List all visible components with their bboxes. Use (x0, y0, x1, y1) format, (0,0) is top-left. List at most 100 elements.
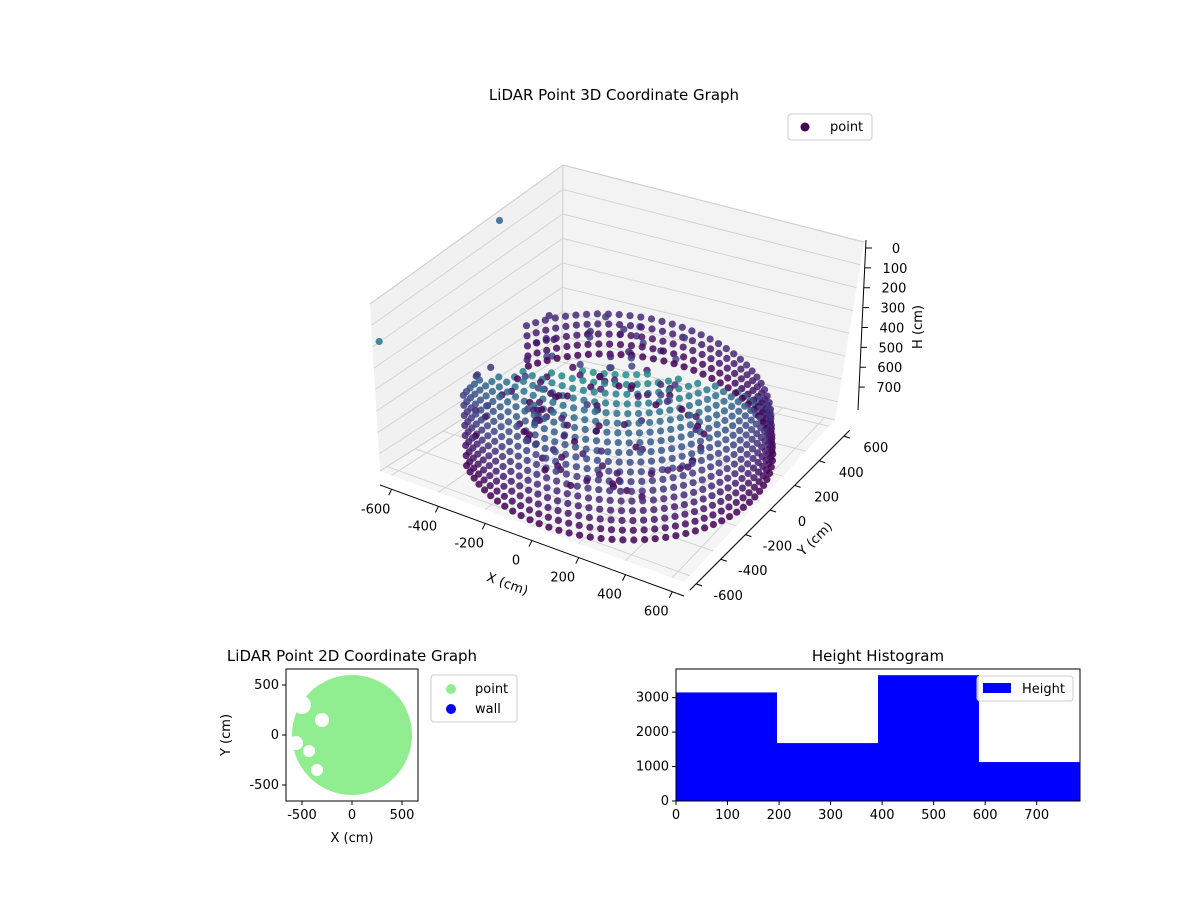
lidar-3d-point (670, 493, 678, 501)
lidar-3d-point (677, 433, 685, 441)
lidar-3d-point (622, 380, 631, 389)
lidar-3d-point (478, 436, 486, 444)
lidar-3d-point (596, 515, 604, 523)
lidar-3d-point (686, 421, 694, 429)
lidar-3d-point (717, 497, 725, 506)
lidar-3d-point (647, 438, 655, 446)
lidar-3d-point (663, 397, 672, 405)
lidar-3d-point (563, 392, 572, 400)
lidar-3d-point (647, 315, 656, 323)
lidar-3d-point (552, 324, 560, 332)
lidar-3d-point (492, 477, 501, 485)
lidar-3d-point (659, 485, 668, 493)
lidar-3d-point (522, 322, 531, 330)
lidar-3d-point (650, 515, 658, 524)
lidar-3d-point (723, 354, 731, 362)
lidar-3d-point (626, 458, 634, 466)
lidar-3d-point (532, 329, 540, 337)
lidar-3d-point (551, 314, 559, 322)
lidar-3d-point (598, 462, 607, 470)
lidar-3d-point (548, 379, 556, 387)
lidar-3d-point (659, 347, 668, 355)
lidar-3d-point (496, 393, 504, 401)
lidar-3d-point (487, 492, 495, 500)
lidar-3d-point (701, 524, 709, 532)
lidar-3d-point (525, 486, 533, 494)
lidar-3d-point (551, 438, 559, 446)
lidar-3d-point (661, 524, 669, 532)
lidar-3d-point (743, 441, 751, 449)
y-tick-label-3d: 0 (798, 515, 806, 530)
lidar-3d-point (576, 360, 584, 369)
lidar-3d-point (628, 497, 636, 505)
lidar-3d-point (565, 529, 573, 537)
x-tick-label-hist: 100 (715, 808, 740, 823)
lidar-3d-point (678, 452, 686, 460)
lidar-3d-point (711, 382, 719, 390)
lidar-3d-point (607, 526, 616, 534)
lidar-3d-point (748, 426, 756, 434)
lidar-3d-point (501, 502, 509, 510)
lidar-3d-point (657, 391, 665, 399)
lidar-3d-point (648, 325, 656, 333)
lidar-3d-point (562, 460, 570, 468)
lidar-3d-point (649, 355, 658, 363)
lidar-3d-point (594, 320, 602, 328)
lidar-3d-point (541, 434, 549, 443)
lidar-3d-point (731, 379, 739, 387)
lidar-3d-point (585, 504, 593, 512)
lidar-3d-point (678, 443, 686, 451)
lidar-3d-point (743, 450, 751, 458)
lidar-3d-point (517, 502, 525, 510)
lidar-3d-point (488, 378, 496, 386)
z-tick-label-3d: 300 (881, 302, 906, 317)
lidar-3d-point (581, 416, 589, 424)
lidar-3d-point (736, 355, 745, 363)
lidar-3d-point (535, 398, 544, 406)
y-tick-mark (794, 484, 801, 488)
lidar-3d-point (496, 403, 504, 411)
lidar-3d-point (637, 323, 645, 331)
lidar-3d-point (635, 429, 644, 437)
lidar-3d-point (635, 409, 643, 418)
lidar-3d-point (521, 407, 529, 415)
lidar-3d-point (694, 389, 702, 397)
lidar-3d-point (748, 435, 756, 443)
z-tick-label-3d: 100 (883, 262, 908, 277)
lidar-3d-point (679, 343, 687, 351)
lidar-3d-point (580, 406, 588, 414)
lidar-3d-point (563, 421, 572, 429)
lidar-3d-point (743, 380, 752, 389)
lidar-3d-point (656, 408, 664, 416)
lidar-3d-point (737, 455, 745, 463)
y-tick-mark (695, 583, 703, 587)
lidar-3d-point (375, 337, 383, 346)
lidar-3d-point (765, 469, 774, 477)
lidar-3d-point (583, 477, 591, 485)
lidar-3d-point (543, 356, 551, 365)
lidar-3d-point (679, 472, 687, 480)
lidar-3d-point (729, 422, 737, 430)
lidar-3d-point (716, 488, 724, 496)
lidar-3d-point (687, 430, 695, 439)
lidar-3d-point (668, 445, 676, 453)
lidar-3d-point (705, 434, 713, 442)
lidar-3d-point (731, 470, 739, 478)
legend-height-swatch (983, 683, 1011, 693)
lidar-3d-point (487, 363, 495, 371)
lidar-3d-point (623, 400, 631, 408)
lidar-3d-point (601, 379, 609, 388)
lidar-3d-point (724, 474, 732, 482)
lidar-3d-point (691, 527, 700, 535)
lidar-3d-point (489, 397, 497, 406)
lidar-3d-point (531, 431, 539, 439)
lidar-3d-point (709, 520, 718, 529)
lidar-3d-point (490, 427, 498, 435)
lidar-3d-point (699, 370, 707, 378)
lidar-3d-point (625, 439, 633, 447)
lidar-3d-point (584, 340, 592, 348)
x-tick-label-2d: 500 (390, 808, 415, 823)
lidar-2d-point-cloud (292, 675, 412, 795)
lidar-3d-point (563, 490, 571, 498)
lidar-3d-point (643, 391, 652, 399)
